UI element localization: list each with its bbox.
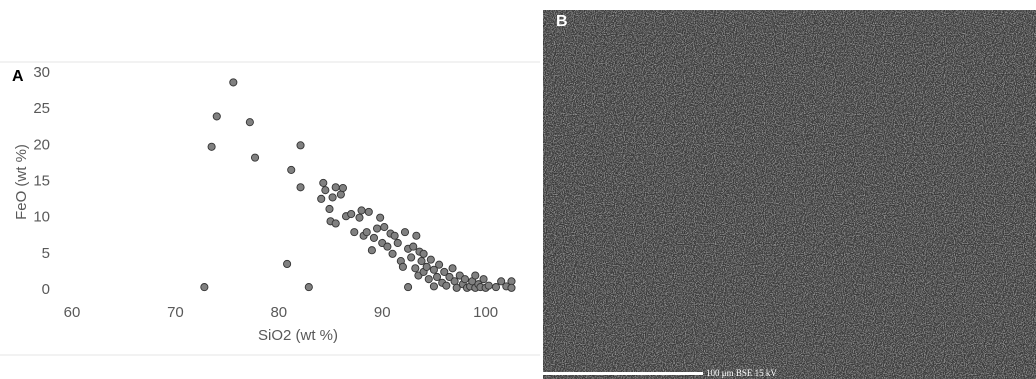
data-point (328, 193, 337, 202)
data-point (426, 255, 435, 264)
data-point (429, 265, 438, 274)
x-tick-label: 60 (64, 304, 81, 321)
y-tick-label: 15 (33, 172, 50, 189)
y-tick-label: 5 (42, 245, 50, 262)
panel-label: B (556, 13, 568, 30)
data-point (287, 165, 296, 174)
data-point (207, 142, 216, 151)
scale-bar (543, 372, 703, 375)
data-point (350, 228, 359, 237)
data-point (331, 219, 340, 228)
data-point (479, 275, 488, 284)
data-point (321, 186, 330, 195)
x-axis-label: SiO2 (wt %) (258, 327, 338, 344)
data-point (497, 277, 506, 286)
y-tick-label: 25 (33, 100, 50, 117)
data-point (440, 267, 449, 276)
data-point (435, 260, 444, 269)
data-point (460, 275, 470, 284)
data-point (347, 209, 356, 219)
data-point (429, 282, 438, 291)
data-point (442, 281, 451, 290)
data-point (407, 253, 416, 262)
data-point (296, 183, 305, 192)
data-point (422, 262, 431, 271)
y-tick-label: 20 (33, 136, 50, 153)
data-point (331, 183, 340, 192)
data-point (409, 242, 418, 251)
data-point (355, 213, 364, 222)
data-point (390, 231, 399, 240)
data-point (367, 246, 376, 255)
data-point (471, 271, 480, 280)
data-point (383, 242, 392, 251)
x-tick-label: 100 (473, 304, 498, 321)
data-point (445, 272, 454, 282)
data-point (507, 283, 516, 292)
data-point (424, 275, 433, 284)
data-point (362, 228, 371, 237)
data-point (380, 223, 389, 232)
data-point (245, 118, 254, 127)
data-point (200, 283, 209, 292)
data-point (412, 231, 421, 240)
data-point (364, 207, 373, 216)
data-point (296, 141, 305, 150)
data-point (317, 194, 326, 203)
data-point (212, 112, 221, 121)
y-tick-label: 0 (42, 281, 50, 298)
data-point (388, 249, 397, 258)
y-axis-label: FeO (wt %) (13, 144, 30, 220)
data-point (393, 238, 402, 248)
data-point (229, 78, 238, 87)
data-point (338, 183, 347, 193)
data-point (357, 206, 366, 215)
x-tick-label: 80 (270, 304, 287, 321)
data-point (398, 262, 407, 271)
data-point (484, 281, 493, 290)
data-point (417, 257, 426, 266)
data-point (404, 283, 413, 292)
data-point (325, 204, 334, 214)
data-point (250, 153, 260, 162)
data-point (304, 283, 313, 292)
sem-texture (543, 10, 1036, 379)
x-tick-label: 90 (374, 304, 391, 321)
x-tick-label: 70 (167, 304, 184, 321)
sem-image (543, 10, 1036, 379)
data-point (448, 264, 457, 273)
y-tick-label: 30 (33, 64, 50, 81)
scale-bar-label: 100 μm BSE 15 kV (706, 368, 777, 378)
y-tick-label: 10 (33, 209, 50, 226)
data-point (419, 249, 428, 258)
data-point (369, 233, 379, 242)
data-point (373, 224, 382, 233)
panel-label: A (12, 68, 24, 85)
data-point (319, 178, 328, 187)
data-point (452, 283, 461, 292)
data-point (283, 259, 292, 269)
data-point (432, 272, 442, 282)
data-point (411, 264, 420, 273)
data-point (491, 283, 501, 292)
data-point (400, 228, 410, 237)
data-point (376, 213, 385, 222)
